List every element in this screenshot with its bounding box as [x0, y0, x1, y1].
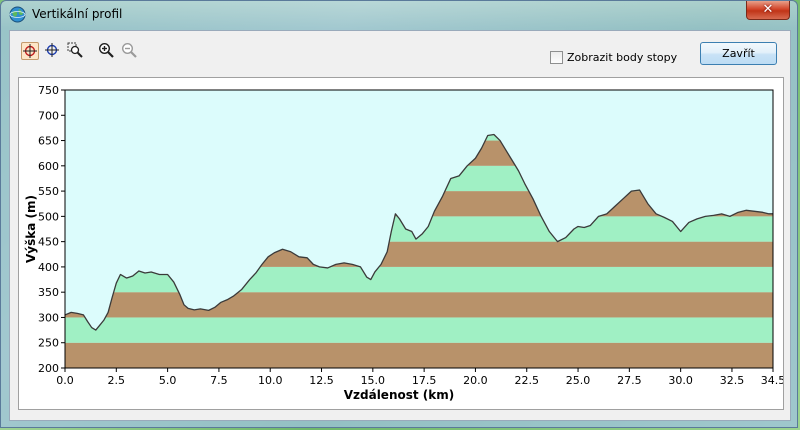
x-tick-label: 34.5	[761, 374, 783, 387]
y-tick-label: 250	[38, 337, 59, 350]
x-tick-label: 5.0	[159, 374, 177, 387]
window-title: Vertikální profil	[32, 7, 123, 21]
zoom-rect-icon	[67, 42, 83, 58]
pan-tool-button[interactable]	[44, 42, 62, 60]
elevation-band	[65, 292, 773, 318]
crosshair-red-icon	[23, 44, 37, 58]
close-icon: ✕	[762, 2, 774, 17]
y-tick-label: 450	[38, 236, 59, 249]
x-tick-label: 2.5	[108, 374, 126, 387]
window-close-button[interactable]: ✕	[746, 1, 790, 20]
x-tick-label: 32.5	[720, 374, 745, 387]
elevation-profile-line	[64, 133, 773, 331]
dialog-content: Zobrazit body stopy Zavřít 200 250 300 350 4…	[9, 30, 791, 421]
x-tick-label: 0.0	[56, 374, 74, 387]
close-button[interactable]: Zavřít	[700, 42, 777, 65]
y-axis-label: Výška (m)	[24, 195, 38, 263]
x-tick-label: 25.0	[566, 374, 591, 387]
elevation-profile-chart: 200 250 300 350 400 450 500 550 600 650 700 750 0.0 2…	[18, 77, 785, 410]
x-tick-label: 30.0	[668, 374, 693, 387]
y-tick-label: 700	[38, 109, 59, 122]
y-tick-label: 200	[38, 362, 59, 375]
zoom-out-icon	[121, 42, 137, 58]
y-tick-label: 550	[38, 185, 59, 198]
zoom-rect-tool-button[interactable]	[67, 42, 85, 60]
x-tick-label: 12.5	[309, 374, 334, 387]
x-tick-label: 15.0	[361, 374, 386, 387]
x-axis-label: Vzdálenost (km)	[344, 388, 455, 402]
x-tick-label: 27.5	[617, 374, 642, 387]
x-tick-label: 10.0	[258, 374, 283, 387]
zoom-out-tool-button[interactable]	[121, 42, 139, 60]
y-tick-label: 600	[38, 160, 59, 173]
zoom-in-tool-button[interactable]	[98, 42, 116, 60]
globe-icon	[9, 6, 26, 23]
select-point-tool-button[interactable]	[21, 42, 39, 60]
y-tick-label: 650	[38, 135, 59, 148]
zoom-in-icon	[98, 42, 114, 58]
y-tick-label: 500	[38, 210, 59, 223]
y-tick-label: 400	[38, 261, 59, 274]
crosshair-blue-icon	[45, 43, 59, 57]
elevation-band	[65, 317, 773, 343]
x-tick-label: 22.5	[514, 374, 539, 387]
show-points-checkbox[interactable]	[550, 51, 563, 64]
chart-svg[interactable]: 200 250 300 350 400 450 500 550 600 650 700 750 0.0 2…	[19, 78, 785, 409]
y-tick-label: 750	[38, 84, 59, 97]
y-tick-label: 350	[38, 286, 59, 299]
elevation-band	[65, 342, 773, 368]
plot-border	[64, 89, 774, 369]
x-tick-label: 7.5	[210, 374, 228, 387]
x-tick-label: 20.0	[463, 374, 488, 387]
y-tick-label: 300	[38, 311, 59, 324]
title-bar[interactable]: Vertikální profil ✕	[1, 1, 797, 29]
x-tick-label: 17.5	[412, 374, 437, 387]
show-points-label[interactable]: Zobrazit body stopy	[567, 51, 678, 64]
